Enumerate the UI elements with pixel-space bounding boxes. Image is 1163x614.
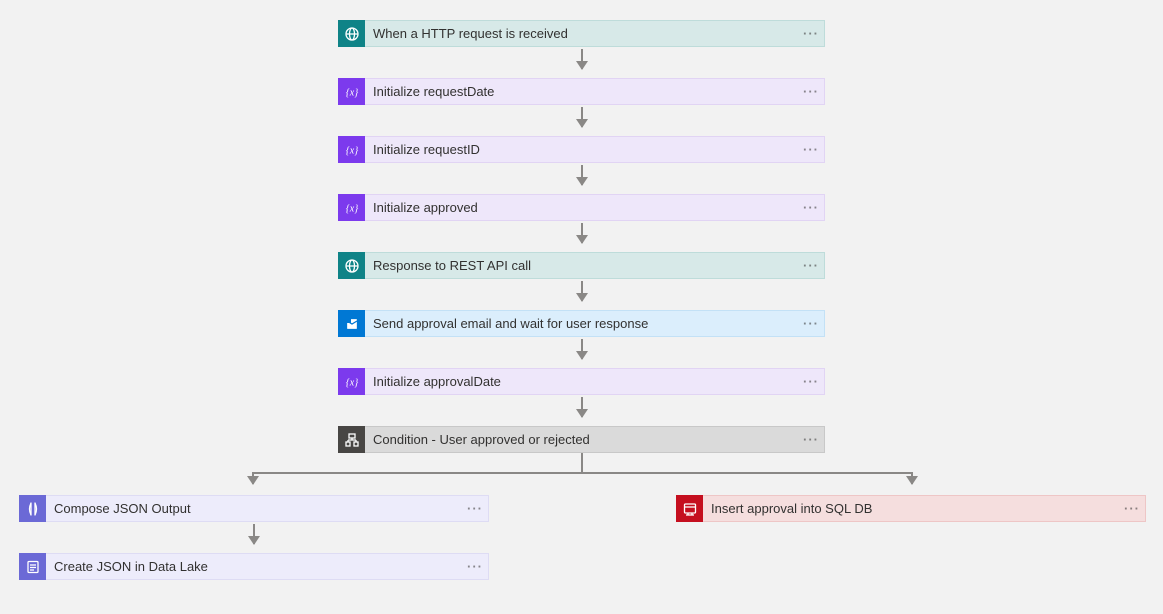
- flow-arrow: [581, 223, 583, 243]
- step-label: Condition - User approved or rejected: [365, 432, 798, 447]
- more-menu-icon[interactable]: ···: [462, 501, 488, 516]
- flow-step-init-requestdate[interactable]: {x} Initialize requestDate···: [338, 78, 825, 105]
- globe-icon: [338, 20, 365, 47]
- svg-text:{x}: {x}: [345, 377, 357, 388]
- more-menu-icon[interactable]: ···: [1119, 501, 1145, 516]
- flow-arrow: [581, 49, 583, 69]
- step-label: Insert approval into SQL DB: [703, 501, 1119, 516]
- more-menu-icon[interactable]: ···: [798, 374, 824, 389]
- svg-text:{x}: {x}: [345, 203, 357, 214]
- flow-arrow: [581, 339, 583, 359]
- lake-icon: [19, 553, 46, 580]
- more-menu-icon[interactable]: ···: [798, 432, 824, 447]
- flow-step-response[interactable]: Response to REST API call···: [338, 252, 825, 279]
- compose-icon: [19, 495, 46, 522]
- flow-step-condition[interactable]: Condition - User approved or rejected···: [338, 426, 825, 453]
- branch-horizontal: [252, 472, 913, 474]
- cond-icon: [338, 426, 365, 453]
- flow-step-init-requestid[interactable]: {x} Initialize requestID···: [338, 136, 825, 163]
- flow-step-init-approved[interactable]: {x} Initialize approved···: [338, 194, 825, 221]
- more-menu-icon[interactable]: ···: [462, 559, 488, 574]
- step-label: Initialize approvalDate: [365, 374, 798, 389]
- step-label: Response to REST API call: [365, 258, 798, 273]
- flow-arrow: [581, 281, 583, 301]
- svg-text:{x}: {x}: [345, 145, 357, 156]
- svg-text:{x}: {x}: [345, 87, 357, 98]
- sql-icon: [676, 495, 703, 522]
- branch-stem: [581, 453, 583, 472]
- more-menu-icon[interactable]: ···: [798, 84, 824, 99]
- flow-arrow: [581, 397, 583, 417]
- mail-icon: [338, 310, 365, 337]
- var-icon: {x}: [338, 368, 365, 395]
- branch-drop-left: [252, 472, 254, 484]
- flow-step-insert-sql[interactable]: Insert approval into SQL DB···: [676, 495, 1146, 522]
- flow-step-init-approvaldate[interactable]: {x} Initialize approvalDate···: [338, 368, 825, 395]
- step-label: Create JSON in Data Lake: [46, 559, 462, 574]
- step-label: Initialize requestID: [365, 142, 798, 157]
- globe-icon: [338, 252, 365, 279]
- step-label: Send approval email and wait for user re…: [365, 316, 798, 331]
- more-menu-icon[interactable]: ···: [798, 316, 824, 331]
- more-menu-icon[interactable]: ···: [798, 142, 824, 157]
- step-label: Initialize requestDate: [365, 84, 798, 99]
- var-icon: {x}: [338, 194, 365, 221]
- var-icon: {x}: [338, 78, 365, 105]
- more-menu-icon[interactable]: ···: [798, 26, 824, 41]
- flow-arrow: [581, 107, 583, 127]
- flow-arrow: [581, 165, 583, 185]
- step-label: When a HTTP request is received: [365, 26, 798, 41]
- flow-arrow: [253, 524, 255, 544]
- flow-step-compose-json[interactable]: Compose JSON Output···: [19, 495, 489, 522]
- flow-step-send-approval[interactable]: Send approval email and wait for user re…: [338, 310, 825, 337]
- flow-step-http-trigger[interactable]: When a HTTP request is received···: [338, 20, 825, 47]
- more-menu-icon[interactable]: ···: [798, 200, 824, 215]
- var-icon: {x}: [338, 136, 365, 163]
- branch-drop-right: [911, 472, 913, 484]
- more-menu-icon[interactable]: ···: [798, 258, 824, 273]
- flow-step-create-lake[interactable]: Create JSON in Data Lake···: [19, 553, 489, 580]
- step-label: Initialize approved: [365, 200, 798, 215]
- step-label: Compose JSON Output: [46, 501, 462, 516]
